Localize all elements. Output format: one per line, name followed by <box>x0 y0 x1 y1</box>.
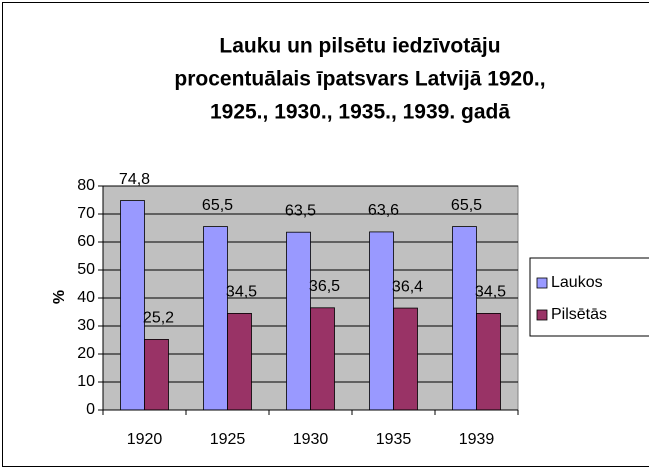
bar <box>286 231 311 411</box>
data-label: 63,5 <box>285 202 316 219</box>
bar <box>310 307 335 411</box>
data-label: 34,5 <box>475 284 506 301</box>
y-tick-label: 40 <box>77 289 95 306</box>
legend-label: Pilsētās <box>551 306 607 323</box>
data-label: 36,4 <box>392 278 423 295</box>
bar <box>369 231 394 411</box>
y-tick-label: 50 <box>77 261 95 278</box>
x-tick-label: 1920 <box>127 431 163 448</box>
data-label: 63,6 <box>368 202 399 219</box>
chart-title: Lauku un pilsētu iedzīvotāju <box>219 35 500 58</box>
y-tick-label: 20 <box>77 345 95 362</box>
x-tick-label: 1925 <box>210 431 246 448</box>
y-tick-label: 0 <box>86 401 95 418</box>
data-label: 65,5 <box>202 197 233 214</box>
y-tick-label: 80 <box>77 177 95 194</box>
data-label: 36,5 <box>309 278 340 295</box>
x-tick-label: 1935 <box>376 431 412 448</box>
y-tick-label: 30 <box>77 317 95 334</box>
y-tick-label: 70 <box>77 205 95 222</box>
x-tick-label: 1939 <box>459 431 495 448</box>
y-axis-label: % <box>51 290 68 304</box>
legend-label: Laukos <box>551 274 603 291</box>
legend <box>529 257 649 337</box>
bar <box>227 312 252 411</box>
data-label: 25,2 <box>143 310 174 327</box>
data-label: 74,8 <box>119 171 150 188</box>
y-tick-label: 10 <box>77 373 95 390</box>
bar <box>203 226 228 411</box>
data-label: 65,5 <box>451 197 482 214</box>
bar <box>120 200 145 411</box>
y-tick-label: 60 <box>77 233 95 250</box>
x-tick-label: 1930 <box>293 431 329 448</box>
bar <box>476 312 501 411</box>
chart-border <box>2 2 649 467</box>
data-label: 34,5 <box>226 284 257 301</box>
legend-swatch <box>536 309 548 321</box>
legend-swatch <box>536 277 548 289</box>
bar <box>452 226 477 411</box>
bar <box>393 307 418 411</box>
chart-title: 1925., 1930., 1935., 1939. gadā <box>210 101 510 124</box>
bar <box>144 339 169 411</box>
chart-title: procentuālais īpatsvars Latvijā 1920., <box>174 68 545 91</box>
